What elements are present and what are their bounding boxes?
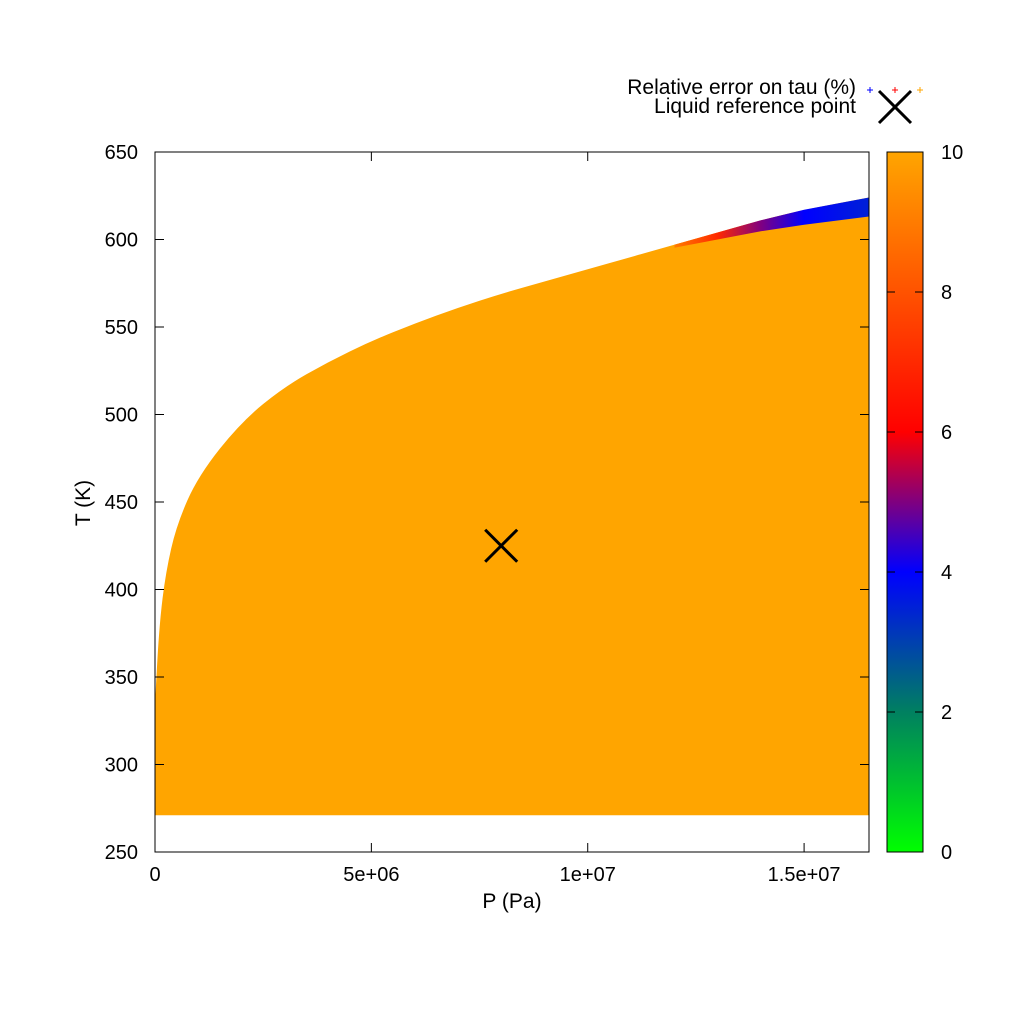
y-tick-label: 350 xyxy=(105,667,138,689)
colorbar-tick-label: 8 xyxy=(941,282,952,304)
y-tick-label: 300 xyxy=(105,755,138,777)
colorbar: 0 2 4 6 8 10 xyxy=(886,142,963,864)
legend-entry-reference: Liquid reference point xyxy=(654,89,913,125)
colorbar-ticks: 0 2 4 6 8 10 xyxy=(887,142,963,864)
x-tick-label: 1e+07 xyxy=(560,864,616,886)
y-tick-label: 550 xyxy=(105,317,138,339)
legend-plus-icon xyxy=(867,87,923,93)
x-tick-label: 1.5e+07 xyxy=(768,864,841,886)
plot-area xyxy=(154,151,870,853)
error-band xyxy=(674,197,869,248)
legend-label-error: Relative error on tau (%) xyxy=(627,76,856,99)
colorbar-gradient xyxy=(886,151,924,853)
reference-point-marker xyxy=(484,528,519,563)
legend: Relative error on tau (%) Liquid referen… xyxy=(627,76,923,125)
legend-entry-error: Relative error on tau (%) xyxy=(627,76,923,99)
x-axis-title: P (Pa) xyxy=(482,890,541,913)
error-band-strip xyxy=(674,197,869,248)
legend-cross-icon xyxy=(877,89,913,125)
y-tick-label: 250 xyxy=(105,842,138,864)
y-tick-label: 600 xyxy=(105,230,138,252)
y-tick-label: 500 xyxy=(105,405,138,427)
legend-label-reference: Liquid reference point xyxy=(654,95,856,118)
y-tick-label: 450 xyxy=(105,492,138,514)
y-tick-label: 400 xyxy=(105,580,138,602)
y-tick-label: 650 xyxy=(105,142,138,164)
colorbar-tick-label: 10 xyxy=(941,142,963,164)
colorbar-tick-label: 0 xyxy=(941,842,952,864)
x-tick-label: 5e+06 xyxy=(343,864,399,886)
reference-cross-stroke xyxy=(484,528,519,563)
colorbar-tick-label: 6 xyxy=(941,422,952,444)
colorbar-tick-label: 4 xyxy=(941,562,952,584)
x-axis: 0 5e+06 1e+07 1.5e+07 xyxy=(149,152,841,886)
y-axis-title: T (K) xyxy=(72,480,95,526)
y-axis: 250 300 350 400 450 500 550 600 650 xyxy=(105,142,869,864)
x-tick-label: 0 xyxy=(149,864,160,886)
data-region xyxy=(155,197,869,816)
colorbar-tick-label: 2 xyxy=(941,702,952,724)
